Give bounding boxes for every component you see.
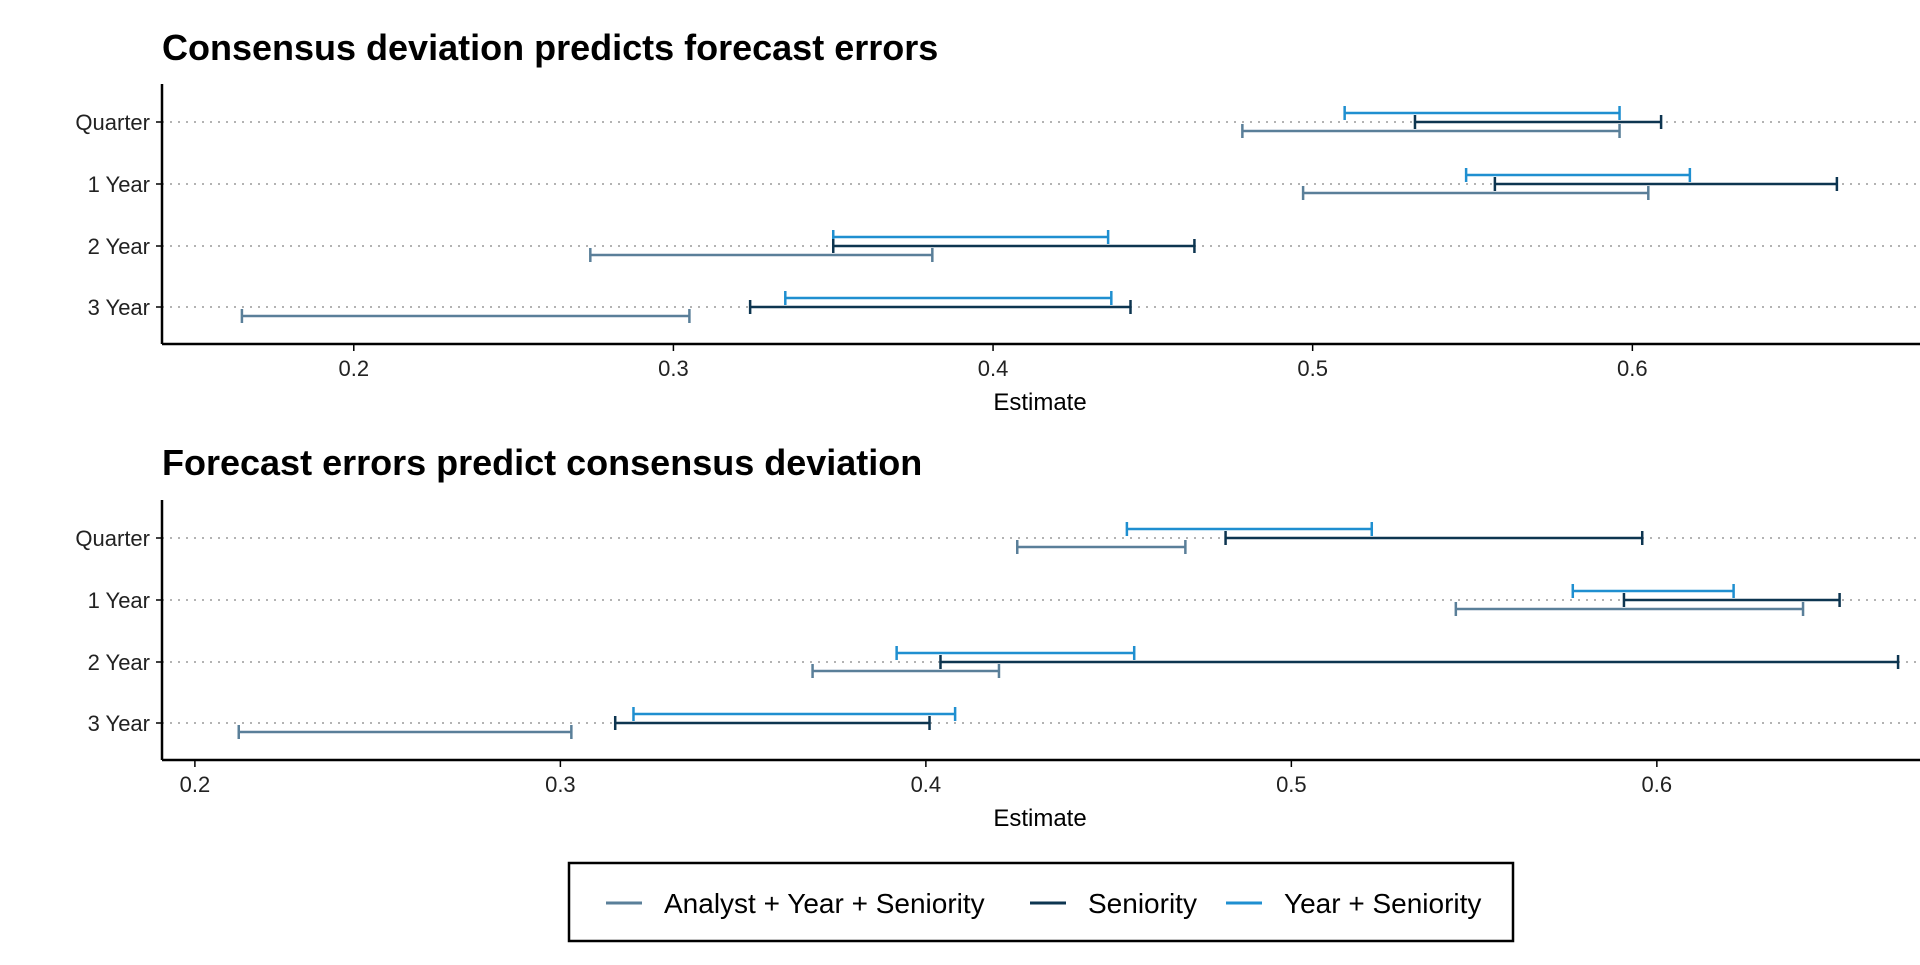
x-tick-label: 0.2 — [180, 772, 211, 797]
y-tick-label: 3 Year — [88, 711, 150, 736]
x-tick-label: 0.3 — [545, 772, 576, 797]
y-tick-label: Quarter — [75, 526, 150, 551]
x-tick-label: 0.2 — [338, 356, 369, 381]
error-bar — [895, 646, 1136, 660]
error-bar — [1493, 177, 1839, 191]
y-tick-label: 1 Year — [88, 172, 150, 197]
error-bar — [1224, 531, 1644, 545]
y-tick-label: 2 Year — [88, 234, 150, 259]
panel-1-title: Consensus deviation predicts forecast er… — [162, 27, 938, 68]
error-bar — [748, 300, 1132, 314]
legend-label: Seniority — [1088, 888, 1197, 919]
error-bar — [1464, 168, 1692, 182]
panel-2-plot: Quarter 1 Year 2 Year 3 Year 0.2 0.3 0.4 0.5 0.6 — [75, 500, 1920, 797]
x-tick-label: 0.5 — [1276, 772, 1307, 797]
error-bar — [1571, 584, 1735, 598]
panel-1-plot: Quarter 1 Year 2 Year 3 Year 0.2 0.3 0.4 0.5 0.6 — [75, 84, 1920, 381]
error-bar — [1343, 106, 1621, 120]
x-tick-label: 0.3 — [658, 356, 689, 381]
panel-1-xlabel: Estimate — [993, 389, 1086, 416]
x-tick-label: 0.5 — [1297, 356, 1328, 381]
legend: Analyst + Year + Seniority Seniority Year … — [567, 861, 1515, 943]
x-tick-label: 0.4 — [911, 772, 942, 797]
error-bar — [632, 707, 957, 721]
error-bar — [613, 716, 931, 730]
x-tick-label: 0.6 — [1617, 356, 1648, 381]
error-bar — [939, 655, 1900, 669]
error-bar — [240, 309, 691, 323]
legend-label: Year + Seniority — [1284, 888, 1481, 919]
error-bar — [831, 230, 1110, 244]
error-bar — [1301, 186, 1650, 200]
error-bar — [811, 664, 1001, 678]
error-bar — [1015, 540, 1187, 554]
error-bar — [237, 725, 573, 739]
error-bar — [1413, 115, 1663, 129]
y-tick-label: 3 Year — [88, 295, 150, 320]
error-bar — [1454, 602, 1805, 616]
panel-2-xlabel: Estimate — [993, 805, 1086, 832]
error-bar — [589, 248, 934, 262]
error-bar — [784, 291, 1113, 305]
y-tick-label: Quarter — [75, 110, 150, 135]
x-tick-label: 0.6 — [1642, 772, 1673, 797]
error-bar — [1622, 593, 1841, 607]
y-tick-label: 2 Year — [88, 650, 150, 675]
error-bar — [1125, 522, 1374, 536]
x-tick-label: 0.4 — [978, 356, 1009, 381]
panel-2-title: Forecast errors predict consensus deviat… — [162, 442, 922, 483]
error-bar — [1241, 124, 1621, 138]
y-tick-label: 1 Year — [88, 588, 150, 613]
error-bar — [831, 239, 1196, 253]
legend-label: Analyst + Year + Seniority — [664, 888, 985, 919]
